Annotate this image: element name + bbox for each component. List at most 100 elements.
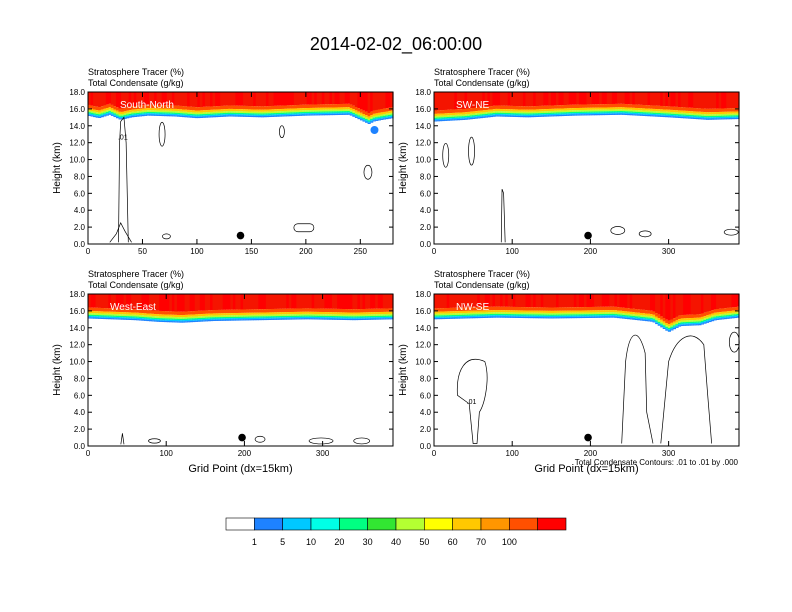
tracer-band [599,306,603,311]
tracer-band [370,111,374,116]
tracer-band [688,113,692,115]
tracer-band [342,312,346,315]
tracer-band [685,113,689,115]
tracer-band [436,113,440,116]
tracer-band [100,115,104,118]
tracer-band [606,310,610,313]
tracer-band [339,103,343,108]
tracer-band [161,314,165,317]
tracer-band [342,113,346,115]
tracer-band [558,315,562,318]
tracer-band [502,105,506,110]
tracer-band [131,316,135,318]
tracer-band [461,310,466,314]
tracer-band [467,310,471,313]
tracer-band [212,116,216,118]
tracer-band [469,111,473,114]
tracer-band [644,112,649,114]
panel-label: West-East [110,302,156,313]
tracer-band [88,317,92,319]
tracer-column [723,92,727,109]
tracer-band [683,115,687,118]
tracer-band [146,315,150,318]
tracer-band [98,114,102,116]
tracer-column [316,294,320,309]
tracer-band [118,116,122,119]
tracer-band [278,318,282,320]
tracer-band [583,310,588,313]
tracer-band [515,310,519,313]
tracer-column [288,294,292,309]
tracer-band [390,313,394,316]
y-tick-label: 8.0 [420,374,432,383]
tracer-band [210,318,214,320]
tracer-band [670,116,674,118]
tracer-band [561,108,565,111]
tracer-band [385,117,389,120]
tracer-band [693,115,697,117]
tracer-band [487,306,491,311]
tracer-band [189,106,193,111]
tracer-band [235,109,239,112]
tracer-band [474,107,478,112]
tracer-column [505,92,509,106]
tracer-band [502,306,506,311]
tracer-band [347,314,351,317]
tracer-band [670,324,674,327]
tracer-band [550,317,555,319]
tracer-band [614,109,618,112]
tracer-band [273,109,277,112]
tracer-band [281,312,285,315]
tracer-band [583,114,588,116]
x-tick-label: 100 [190,247,204,256]
tracer-band [713,314,717,317]
tracer-band [156,319,160,321]
colorbar-label: 40 [391,537,401,547]
tracer-band [121,314,125,316]
tracer-band [566,114,570,116]
tracer-band [136,309,140,313]
tracer-band [533,310,537,313]
tracer-column [248,294,252,310]
tracer-band [220,105,224,110]
tracer-band [255,114,259,116]
tracer-band [298,318,303,320]
tracer-band [128,112,132,114]
tracer-band [123,312,127,315]
tracer-band [670,113,674,115]
tracer-band [589,107,593,110]
tracer-band [688,111,692,114]
tracer-band [260,312,264,315]
tracer-band [703,115,707,118]
tracer-band [324,312,328,315]
tracer-band [614,111,618,113]
tracer-column [627,294,631,309]
tracer-band [733,115,738,117]
tracer-band [227,315,231,317]
tracer-band [705,116,710,118]
tracer-band [446,113,450,116]
tracer-band [492,315,496,317]
tracer-band [507,306,511,311]
tracer-band [477,110,481,113]
tracer-band [347,316,351,318]
tracer-band [204,318,209,321]
tracer-band [283,115,287,117]
tracer-band [169,115,173,117]
tracer-band [596,315,600,317]
tracer-band [296,110,300,113]
tracer-band [484,110,488,113]
tracer-band [660,105,664,110]
tracer-band [596,111,600,113]
tracer-band [90,311,94,314]
tracer-band [288,108,292,111]
tracer-column [609,92,613,105]
colorbar-label: 30 [363,537,373,547]
tracer-band [571,104,575,109]
tracer-band [446,317,450,319]
condensate-blob [370,126,379,134]
tracer-band [688,117,692,119]
tracer-band [136,111,140,113]
tracer-band [459,311,463,314]
tracer-band [515,114,519,116]
